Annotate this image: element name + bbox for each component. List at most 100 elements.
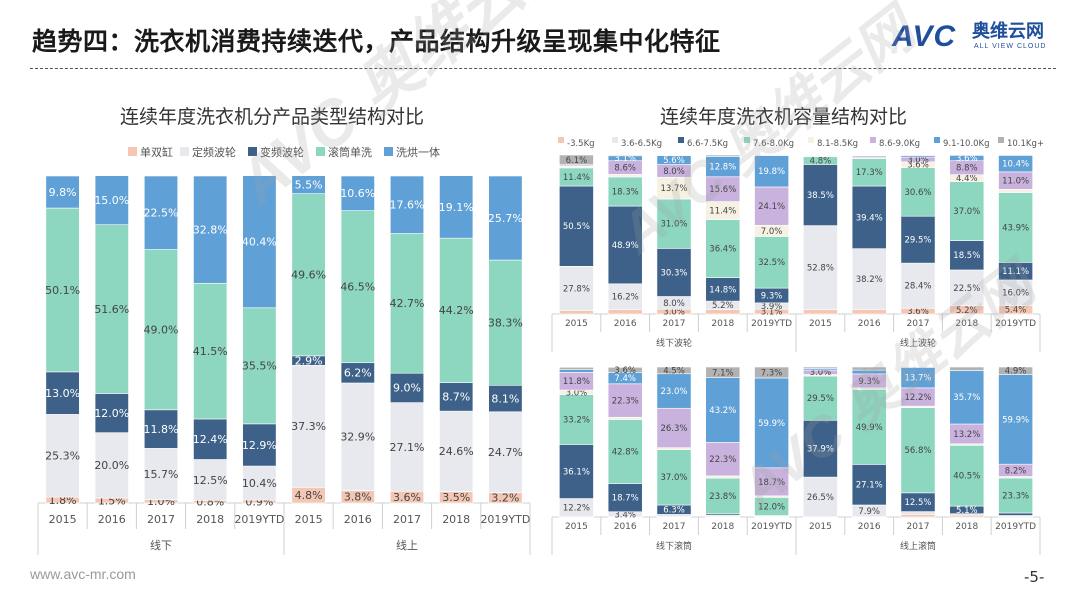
data-label: 3.4% <box>614 510 636 520</box>
bar-segment <box>340 175 375 211</box>
data-label: 36.4% <box>709 245 736 255</box>
data-label: 7.9% <box>858 507 880 517</box>
data-label: 4.8% <box>810 157 832 167</box>
bar-segment <box>705 366 741 378</box>
x-tick-label: 2015 <box>295 513 323 526</box>
data-label: 10.6% <box>340 187 375 200</box>
x-tick-label: 2019YTD <box>751 319 792 329</box>
data-label: 51.6% <box>94 303 129 316</box>
data-label: 5.2% <box>712 301 734 311</box>
logo-en-text: ALL VIEW CLOUD <box>974 43 1047 50</box>
bar-segment <box>754 236 789 289</box>
data-label: 13.7% <box>660 184 687 194</box>
data-label: 11.0% <box>1002 177 1029 187</box>
x-tick-label: 2015 <box>565 319 588 329</box>
legend-label-4: 7.6-8.0Kg <box>753 139 794 149</box>
bar-segment <box>851 389 887 465</box>
data-label: 36.1% <box>563 467 590 477</box>
legend-label-5: 洗烘一体 <box>396 145 440 159</box>
data-label: 17.6% <box>390 199 425 212</box>
logo-cn-text: 奥维云网 <box>972 21 1044 42</box>
data-label: 40.4% <box>242 236 277 249</box>
right-chart-title: 连续年度洗衣机容量结构对比 <box>660 106 908 128</box>
data-label: 52.8% <box>807 264 834 274</box>
x-tick-label: 2018 <box>955 522 978 532</box>
data-label: 37.3% <box>291 420 326 433</box>
bar-segment <box>754 186 789 226</box>
data-label: 6.1% <box>566 156 588 166</box>
data-label: 39.4% <box>856 213 883 223</box>
data-label: 5.6% <box>663 156 685 166</box>
bar-segment <box>949 370 985 425</box>
data-label: 29.5% <box>904 236 931 246</box>
bar-segment <box>998 374 1033 465</box>
data-label: 4.5% <box>663 366 685 376</box>
group-label: 线下 <box>150 538 172 552</box>
bar-segment <box>242 307 277 425</box>
data-label: 24.6% <box>439 445 474 458</box>
data-label: 18.3% <box>612 187 639 197</box>
bar-segment <box>45 371 80 415</box>
data-label: 27.1% <box>390 441 425 454</box>
legend-label-2: 定频波轮 <box>192 145 236 159</box>
bar-segment <box>45 175 80 209</box>
bar-segment <box>851 366 887 371</box>
x-tick-label: 2015 <box>809 319 832 329</box>
legend-label-3: 变频波轮 <box>260 145 304 159</box>
x-tick-label: 2016 <box>344 513 372 526</box>
data-label: 3.6% <box>907 161 929 171</box>
data-label: 37.0% <box>953 207 980 217</box>
x-tick-label: 2017 <box>907 522 930 532</box>
bar-segment <box>340 382 375 491</box>
legend-swatch-3 <box>248 147 257 156</box>
data-label: 7.4% <box>614 374 636 384</box>
group-label: 线上滚筒 <box>900 540 936 552</box>
data-label: 12.0% <box>758 502 785 512</box>
data-label: 15.7% <box>144 468 179 481</box>
bar-segment <box>559 310 594 315</box>
data-label: 7.3% <box>761 368 783 378</box>
group-label: 线下滚筒 <box>656 540 692 552</box>
data-label: 46.5% <box>340 281 375 294</box>
bar-segment <box>193 459 228 501</box>
data-label: 3.0% <box>566 388 588 398</box>
bar-segment <box>439 175 474 239</box>
bar-segment <box>559 154 594 165</box>
data-label: 50.5% <box>563 222 590 232</box>
x-tick-label: 2019YTD <box>480 513 530 526</box>
bar-segment <box>488 411 523 493</box>
bar-segment <box>143 249 179 411</box>
data-label: 3.0% <box>907 155 929 165</box>
data-label: 4.4% <box>956 174 978 184</box>
bar-segment <box>998 189 1033 193</box>
bar-segment <box>900 513 936 518</box>
data-label: 8.6% <box>614 164 636 174</box>
data-label: 43.9% <box>1002 223 1029 233</box>
data-label: 43.2% <box>709 406 736 416</box>
bar-segment <box>143 448 179 501</box>
bar-segment <box>291 193 326 357</box>
bar-segment <box>94 224 129 394</box>
data-label: 7.1% <box>712 368 734 378</box>
x-tick-label: 2018 <box>442 513 470 526</box>
bar-segment <box>900 167 936 217</box>
data-label: 6.3% <box>663 506 685 516</box>
bar-segment <box>900 511 936 515</box>
data-label: 17.3% <box>856 168 883 178</box>
bar-segment <box>851 309 887 315</box>
data-label: 32.5% <box>758 258 785 268</box>
data-label: 23.3% <box>1002 491 1029 501</box>
legend-swatch-6 <box>870 137 876 143</box>
data-label: 5.4% <box>1005 306 1027 316</box>
bar-segment <box>900 262 936 309</box>
legend-label-8: 10.1Kg+ <box>1007 139 1044 149</box>
data-label: 4.9% <box>1005 367 1027 377</box>
data-label: 4.8% <box>295 489 323 502</box>
data-label: 31.0% <box>660 220 687 230</box>
data-label: 13.2% <box>953 430 980 440</box>
data-label: 7.0% <box>761 227 783 237</box>
data-label: 3.0% <box>663 308 685 318</box>
bar-segment <box>143 175 179 250</box>
data-label: 23.8% <box>709 492 736 502</box>
group-label: 线上 <box>396 538 418 552</box>
